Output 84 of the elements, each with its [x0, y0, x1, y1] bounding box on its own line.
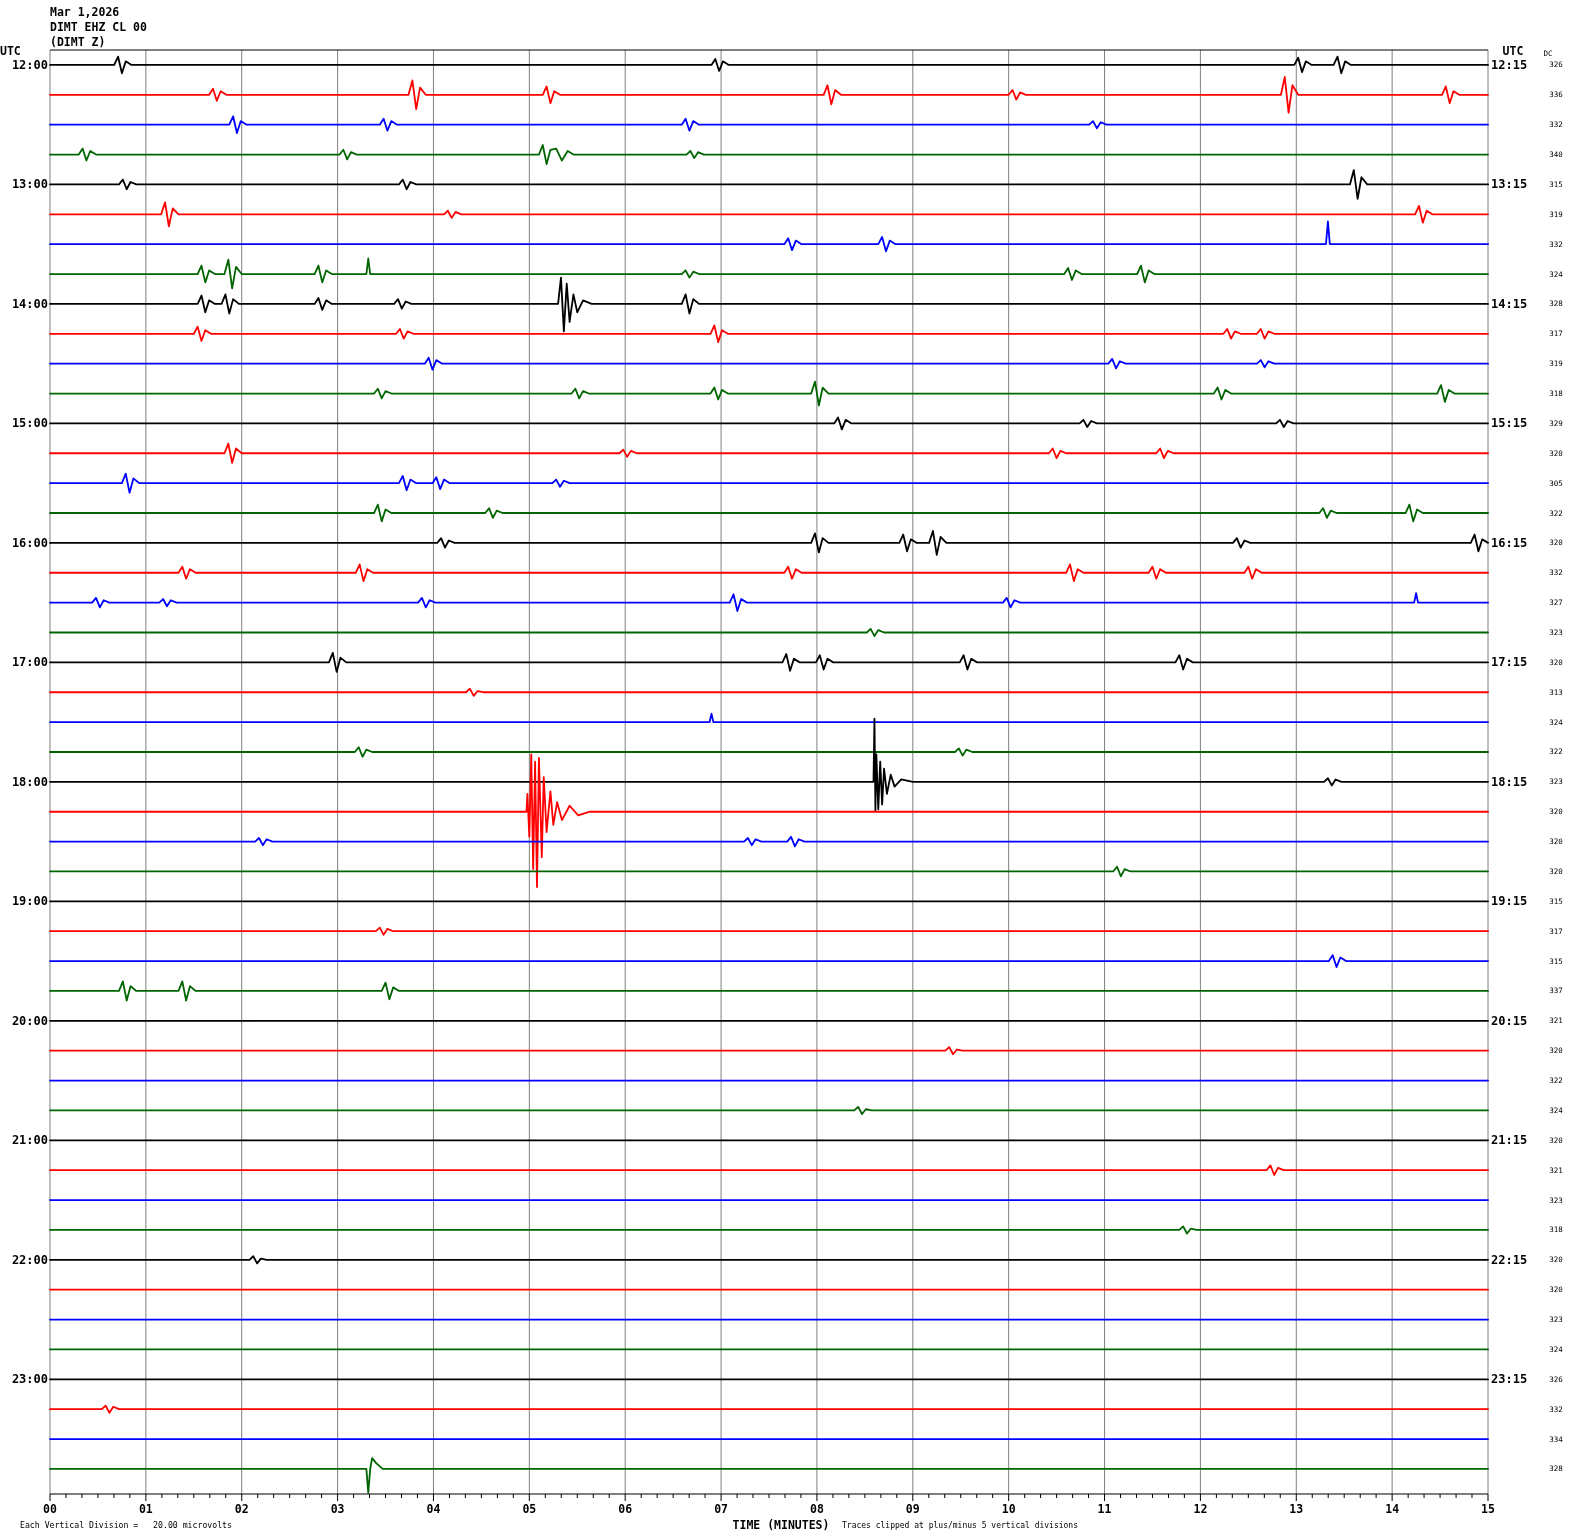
line-series [49, 746, 1489, 758]
y-tick-label: 13:00 [11, 177, 48, 192]
y-tick-label: 20:00 [11, 1013, 48, 1028]
y-tick-label: 21:00 [11, 1133, 48, 1148]
y-tick-label: 22:00 [11, 1252, 48, 1267]
y-tick-label: 19:00 [11, 894, 48, 909]
line-series [49, 503, 1489, 523]
x-tick-label: 14 [1385, 1502, 1400, 1516]
line-series [49, 835, 1489, 848]
line-series [49, 356, 1489, 371]
text: Traces clipped at plus/minus 5 vertical divisions [842, 1520, 1079, 1530]
line-series [49, 324, 1489, 344]
x-tick-label: 02 [234, 1502, 249, 1516]
text: Each Vertical Division = 20.00 microvolts [20, 1520, 233, 1530]
line-series [49, 687, 1489, 697]
y-tick-label: 23:00 [11, 1372, 48, 1387]
line-series [49, 1046, 1489, 1056]
x-tick-label: 07 [714, 1502, 729, 1516]
y2-tick-label: 17:15 [1491, 655, 1528, 670]
y-tick-label: 16:00 [11, 535, 48, 550]
line-series [49, 115, 1489, 134]
line-series [49, 380, 1489, 407]
text: (DIMT Z) [50, 35, 106, 49]
x-tick-label: 08 [810, 1502, 824, 1516]
x-tick-label: 00 [43, 1502, 57, 1516]
x-tick-label: 13 [1289, 1502, 1304, 1516]
line-series [49, 55, 1489, 75]
x-tick-label: 12 [1193, 1502, 1208, 1516]
y2-tick-label: 16:15 [1491, 535, 1528, 550]
chart-subtitle: DIMT EHZ CL 00 [50, 20, 148, 34]
line-series [49, 416, 1489, 431]
line-series [49, 980, 1489, 1002]
y2-tick-label: 15:15 [1491, 416, 1528, 431]
y2-tick-label: 18:15 [1491, 774, 1528, 789]
line-series [49, 472, 1489, 494]
x-tick-label: 03 [330, 1502, 345, 1516]
x-tick-label: 04 [426, 1502, 441, 1516]
line-series [49, 563, 1489, 583]
chart-title: Mar 1,2026 [50, 5, 120, 19]
y2-tick-label: 13:15 [1491, 177, 1528, 192]
x-tick-label: 05 [522, 1502, 537, 1516]
x-tick-label: 15 [1481, 1502, 1495, 1516]
line-series [49, 1225, 1489, 1235]
line-series [49, 717, 1489, 812]
line-series [49, 1255, 1489, 1265]
y-tick-label: 17:00 [11, 655, 48, 670]
y-tick-label: 12:00 [11, 57, 48, 72]
line-series [49, 651, 1489, 673]
line-series [49, 220, 1489, 253]
y-tick-label: 15:00 [11, 416, 48, 431]
y-tick-label: 18:00 [11, 774, 48, 789]
line-series [49, 442, 1489, 464]
line-series [49, 628, 1489, 637]
line-series [49, 926, 1489, 936]
y2-tick-label: 14:15 [1491, 296, 1528, 311]
line-series [49, 169, 1489, 200]
line-series [49, 954, 1489, 968]
y2-tick-label: 21:15 [1491, 1133, 1528, 1148]
line-series [49, 144, 1489, 166]
line-series [49, 276, 1489, 333]
y2-tick-label: 12:15 [1491, 57, 1528, 72]
y2-axis-title: UTC [1502, 44, 1524, 58]
x-axis-title: TIME (MINUTES) [732, 1518, 830, 1532]
line-series [49, 1404, 1489, 1414]
y-tick-label: 14:00 [11, 296, 48, 311]
line-series [49, 75, 1489, 114]
x-tick-label: 11 [1097, 1502, 1112, 1516]
line-series [49, 1164, 1489, 1176]
line-series [49, 592, 1489, 612]
y2-tick-label: 20:15 [1491, 1013, 1528, 1028]
y-axis-title: UTC [0, 44, 21, 58]
line-series [49, 1105, 1489, 1115]
y2-tick-label: 19:15 [1491, 894, 1528, 909]
line-series [49, 753, 1489, 888]
y2-tick-label: 22:15 [1491, 1252, 1528, 1267]
line-series [49, 865, 1489, 878]
line-series [49, 201, 1489, 228]
line-series [49, 257, 1489, 290]
x-tick-label: 10 [1001, 1502, 1016, 1516]
x-tick-label: 09 [905, 1502, 920, 1516]
x-tick-label: 06 [618, 1502, 633, 1516]
line-series [49, 530, 1489, 556]
x-tick-label: 01 [138, 1502, 153, 1516]
y2-tick-label: 23:15 [1491, 1372, 1528, 1387]
